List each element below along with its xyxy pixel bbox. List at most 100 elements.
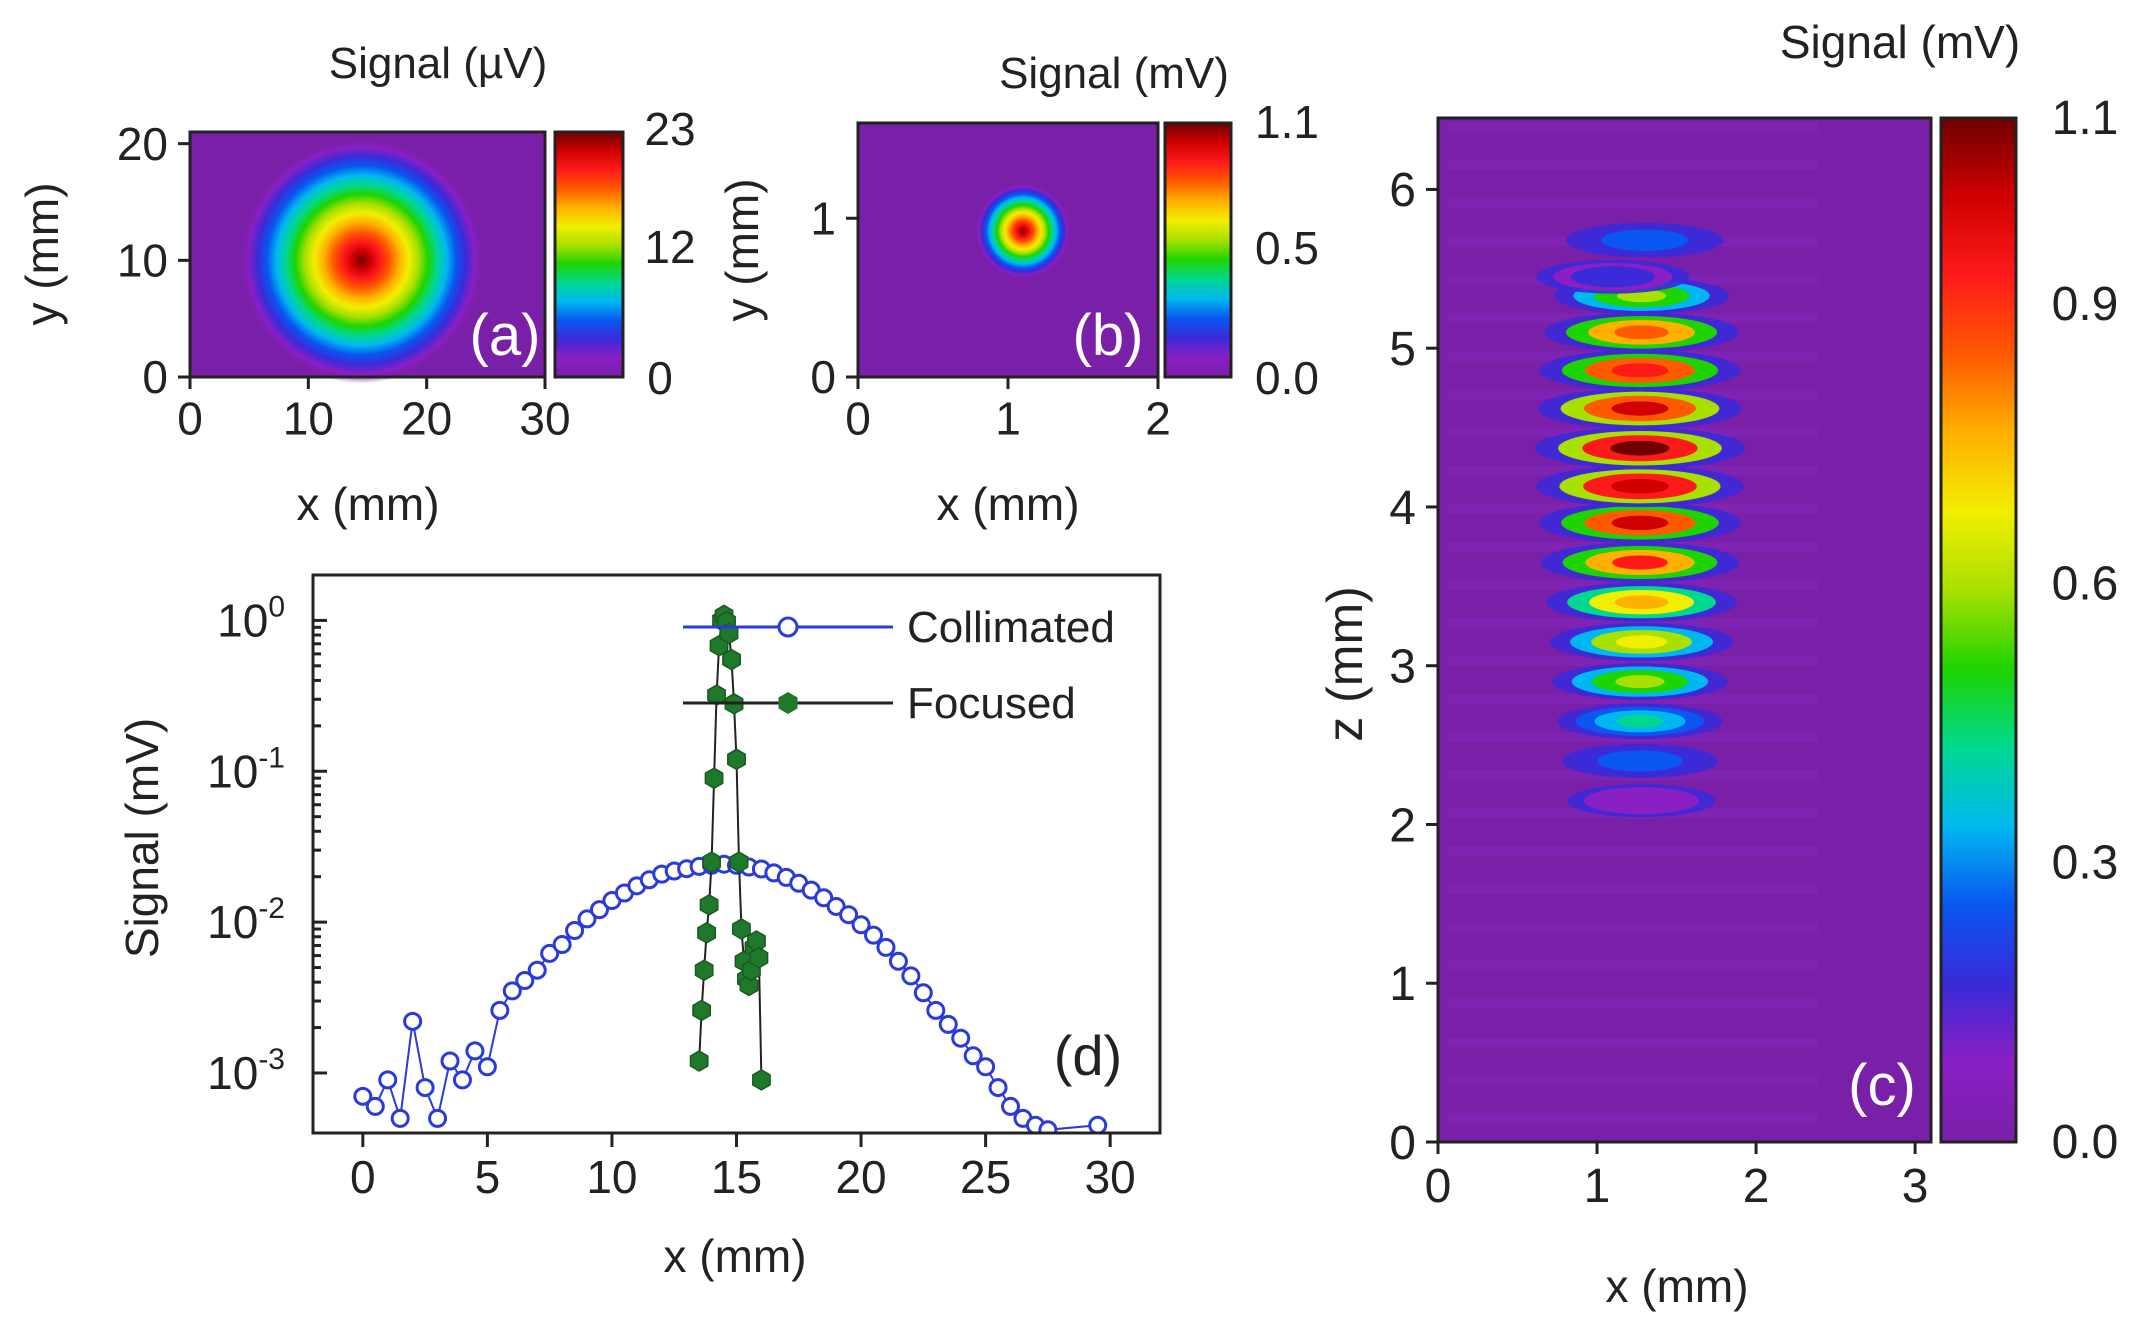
panel-d-x-axis-label: x (mm) <box>663 1230 806 1282</box>
panel-a-colorbar-title: Signal (µV) <box>329 39 548 88</box>
collimated-point <box>951 1028 971 1048</box>
collimated-point <box>415 1078 435 1098</box>
y-tick-label: 2 <box>1389 799 1416 852</box>
collimated-point <box>1088 1115 1108 1133</box>
collimated-point <box>976 1057 996 1077</box>
x-tick-label: 2 <box>1743 1160 1770 1213</box>
x-tick-label: 1 <box>995 393 1021 445</box>
collimated-point <box>390 1108 410 1128</box>
focused-point <box>689 1050 709 1072</box>
collimated-point <box>988 1078 1008 1098</box>
x-tick-label: 5 <box>475 1151 501 1203</box>
heatmap-lobe-core <box>1620 794 1663 807</box>
collimated-point <box>527 960 547 980</box>
y-tick-label: 10-2 <box>207 892 285 948</box>
heatmap-stripe <box>1448 122 1818 133</box>
x-tick-label: 20 <box>835 1151 886 1203</box>
heatmap-lobe-core <box>1591 270 1635 283</box>
focused-point <box>752 1069 771 1091</box>
panel-a-x-axis-label: x (mm) <box>296 478 439 530</box>
heatmap-lobe-core <box>1611 479 1669 494</box>
collimated-point <box>888 951 908 971</box>
heatmap-lobe-core <box>1614 325 1669 340</box>
colorbar-tick-label: 0.3 <box>2052 837 2119 890</box>
panel-a-cbar-tick-23: 23 <box>644 103 695 155</box>
panel-c-x-ticks: 0 1 2 3 <box>1425 1142 1929 1213</box>
focused-point <box>707 684 726 706</box>
focused-point <box>692 999 712 1022</box>
focused-point <box>722 648 741 671</box>
heatmap-stripe <box>1448 655 1818 666</box>
collimated-point <box>440 1051 460 1071</box>
x-tick-label: 0 <box>845 393 871 445</box>
panel-c-y-axis-label: z (mm) <box>1317 586 1373 742</box>
heatmap-lobe-core <box>1611 401 1669 416</box>
heatmap-lobe-core <box>1616 715 1664 728</box>
colorbar-tick-label: 0.6 <box>2052 557 2119 610</box>
collimated-point <box>552 935 572 955</box>
focused-point <box>704 767 724 790</box>
legend-collimated-label: Collimated <box>907 603 1115 652</box>
panel-a-cbar-tick-0: 0 <box>647 352 673 404</box>
heatmap-lobe-core <box>1622 234 1667 247</box>
panel-c-heatmap <box>1438 118 1931 1142</box>
heatmap-lobe-core <box>1615 675 1665 689</box>
heatmap-stripe <box>1448 617 1818 628</box>
panel-a-x-ticks: 0 10 20 30 <box>177 377 571 445</box>
x-tick-label: 3 <box>1902 1160 1929 1213</box>
panel-a-label: (a) <box>470 303 541 368</box>
focused-point <box>727 748 746 771</box>
x-tick-label: 10 <box>283 393 334 445</box>
colorbar-tick-label: 0.9 <box>2052 278 2119 331</box>
y-tick-label: 10-1 <box>207 741 285 797</box>
panel-d-legend: Collimated Focused <box>683 603 1115 728</box>
y-tick-label: 10-3 <box>207 1043 285 1099</box>
collimated-point <box>403 1011 423 1031</box>
collimated-point <box>1038 1120 1058 1133</box>
y-tick-label: 3 <box>1389 641 1416 694</box>
collimated-point <box>938 1014 958 1034</box>
x-tick-label: 25 <box>960 1151 1011 1203</box>
heatmap-stripe <box>1448 198 1818 209</box>
panel-c-x-axis-label: x (mm) <box>1605 1260 1748 1312</box>
y-tick-label: 1 <box>1389 958 1416 1011</box>
collimated-point <box>577 909 597 929</box>
x-tick-label: 0 <box>350 1151 376 1203</box>
x-tick-label: 30 <box>519 393 570 445</box>
panel-d-x-ticks: 0 5 10 15 20 25 30 <box>350 1133 1136 1203</box>
heatmap-stripe <box>1448 922 1818 933</box>
collimated-point <box>926 1000 946 1020</box>
legend-focused-marker <box>778 692 798 714</box>
panel-b-colorbar <box>1165 123 1231 377</box>
heatmap-stripe <box>1448 884 1818 895</box>
heatmap-lobe-core <box>1610 440 1670 456</box>
panel-a-frame <box>188 130 547 379</box>
collimated-point <box>465 1041 485 1061</box>
collimated-line <box>362 863 1098 1131</box>
collimated-point <box>851 915 871 935</box>
x-tick-label: 10 <box>586 1151 637 1203</box>
panel-c-label: (c) <box>1848 1053 1916 1118</box>
heatmap-spot <box>975 182 1071 279</box>
panel-c-colorbar-title: Signal (mV) <box>1780 16 2020 68</box>
heatmap-stripe <box>1448 160 1818 171</box>
panel-c-frame <box>1436 116 1933 1144</box>
collimated-point <box>864 925 884 945</box>
focused-point <box>702 851 721 873</box>
collimated-point <box>913 983 933 1003</box>
collimated-point <box>876 937 896 957</box>
collimated-point <box>901 966 921 986</box>
collimated-point <box>1001 1096 1021 1116</box>
panel-a-cbar-tick-12: 12 <box>644 221 695 273</box>
collimated-point <box>589 900 609 920</box>
focused-point <box>697 921 717 944</box>
x-tick-label: 0 <box>177 393 203 445</box>
heatmap-spot <box>238 137 485 384</box>
y-tick-label: 5 <box>1389 323 1416 376</box>
heatmap-stripe <box>1448 846 1818 857</box>
panel-d-y-axis-label: Signal (mV) <box>116 718 168 958</box>
panel-d-label: (d) <box>1054 1024 1122 1087</box>
panel-c: Signal (mV) 0.0 0.3 0.6 0.9 1.1 (c) 0 1 2 3 0 1 2… <box>1317 16 2118 1312</box>
